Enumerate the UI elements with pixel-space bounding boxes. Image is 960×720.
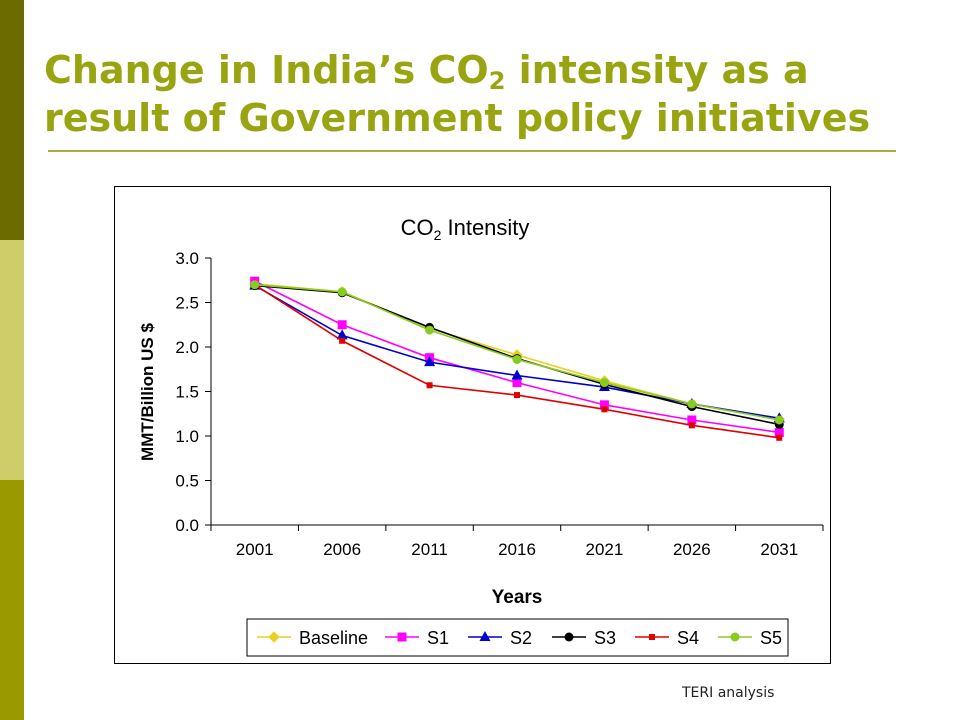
data-point-s4-2026 — [688, 422, 695, 429]
y-tick-label: 2.0 — [175, 338, 199, 357]
chart-title-subscript: 2 — [434, 227, 442, 243]
legend-marker — [397, 632, 407, 642]
legend-label: S1 — [427, 628, 449, 648]
data-point-s5-2016 — [512, 354, 522, 364]
x-tick-label: 2031 — [760, 540, 798, 559]
data-point-s5-2006 — [337, 287, 347, 297]
title-divider — [48, 150, 896, 152]
data-point-s5-2026 — [687, 399, 697, 409]
chart-title: CO2 Intensity — [401, 215, 530, 243]
data-point-s5-2011 — [425, 325, 435, 335]
legend-item-baseline: Baseline — [257, 628, 368, 648]
x-tick-label: 2006 — [323, 540, 361, 559]
series-s5 — [250, 280, 784, 425]
legend-label: S3 — [594, 628, 616, 648]
slide-title: Change in India’s CO2 intensity as a res… — [44, 46, 944, 142]
x-tick-label: 2016 — [498, 540, 536, 559]
legend-marker — [649, 634, 655, 640]
data-point-s1-2021 — [599, 400, 609, 410]
y-tick-label: 1.5 — [175, 383, 199, 402]
legend-label: S5 — [760, 628, 782, 648]
data-point-s5-2001 — [250, 280, 260, 290]
legend-item-s4: S4 — [635, 628, 699, 648]
y-tick-label: 1.0 — [175, 427, 199, 446]
x-tick-label: 2011 — [411, 540, 448, 559]
data-point-s2-2006 — [336, 329, 348, 340]
legend-item-s1: S1 — [385, 628, 449, 648]
data-point-s1-2006 — [337, 320, 347, 330]
data-point-s4-2006 — [339, 337, 346, 344]
legend-label: Baseline — [299, 628, 368, 648]
legend-item-s2: S2 — [468, 628, 532, 648]
data-point-s1-2026 — [687, 415, 697, 425]
legend-label: S2 — [510, 628, 532, 648]
legend-label: S4 — [677, 628, 699, 648]
chart-title-suffix: Intensity — [441, 215, 529, 240]
data-point-s4-2011 — [426, 382, 433, 389]
slide-title-prefix: Change in India’s CO — [44, 48, 489, 92]
legend-marker — [479, 631, 491, 641]
data-point-s4-2021 — [601, 406, 608, 413]
data-point-s5-2031 — [774, 415, 784, 425]
legend-marker — [268, 631, 280, 643]
data-point-s4-2016 — [514, 392, 520, 399]
legend-marker — [730, 632, 740, 642]
x-axis-label: Years — [492, 587, 543, 608]
data-point-s1-2031 — [774, 427, 784, 437]
y-tick-label: 3.0 — [175, 249, 199, 268]
legend-marker — [564, 632, 574, 642]
y-tick-label: 0.0 — [175, 516, 199, 535]
y-axis-label: MMT/Billion US $ — [138, 323, 157, 461]
data-point-s2-2016 — [511, 369, 523, 380]
accent-bar-middle — [0, 240, 24, 480]
data-point-s1-2016 — [512, 378, 522, 388]
source-note: TERI analysis — [682, 685, 775, 701]
y-tick-label: 0.5 — [175, 472, 199, 491]
chart-frame: CO2 Intensity MMT/Billion US $ Years 0.0… — [114, 186, 831, 664]
x-tick-label: 2021 — [586, 540, 624, 559]
co2-intensity-chart: CO2 Intensity MMT/Billion US $ Years 0.0… — [138, 215, 824, 657]
accent-bar-bottom — [0, 480, 24, 720]
slide-title-suffix: intensity as a result of Government poli… — [44, 48, 871, 140]
legend-item-s5: S5 — [718, 628, 782, 648]
x-tick-label: 2001 — [236, 540, 274, 559]
legend-box — [246, 618, 789, 657]
data-point-s4-2031 — [776, 434, 783, 441]
accent-bar-top — [0, 0, 24, 240]
x-tick-label: 2026 — [673, 540, 711, 559]
chart-title-prefix: CO — [401, 215, 434, 240]
data-point-s2-2011 — [424, 356, 436, 367]
data-point-s5-2021 — [599, 378, 609, 388]
series-s4 — [251, 281, 783, 441]
slide-title-subscript: 2 — [488, 67, 506, 95]
series-baseline — [249, 278, 785, 425]
y-tick-label: 2.5 — [175, 294, 199, 313]
legend-item-s3: S3 — [552, 628, 616, 648]
